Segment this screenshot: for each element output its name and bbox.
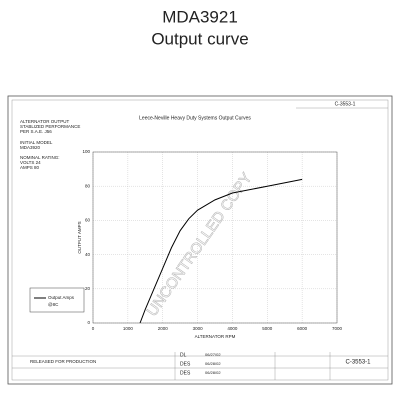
- chart-title: Leece-Neville Heavy Duty Systems Output …: [139, 115, 251, 121]
- page-title: MDA3921: [162, 7, 238, 26]
- x-tick-label: 0: [92, 326, 95, 331]
- plot-frame: [92, 151, 338, 324]
- note: NOMINAL RATING:: [20, 155, 60, 160]
- x-tick-label: 6000: [297, 326, 308, 331]
- legend: [29, 287, 85, 313]
- note: PER S.A.E. J56: [20, 129, 52, 134]
- role: DES: [180, 370, 191, 376]
- note: ALTERNATOR OUTPUT: [20, 119, 70, 124]
- date: 06/28/02: [205, 370, 221, 375]
- y-axis-label: OUTPUT AMPS: [77, 221, 82, 253]
- x-tick-label: 5000: [262, 326, 273, 331]
- role: DL: [180, 352, 187, 358]
- note: MDA3920: [20, 145, 41, 150]
- note: INITIAL MODEL: [20, 140, 53, 145]
- note: AMPS 80: [20, 165, 40, 170]
- role: DES: [180, 361, 191, 367]
- note: STABLIZED PERFORMANCE: [20, 124, 80, 129]
- x-axis-label: ALTERNATOR RPM: [195, 334, 236, 339]
- series-line: [139, 178, 303, 324]
- date: 06/28/02: [205, 361, 221, 366]
- drawing-frame: [7, 95, 393, 385]
- x-tick-label: 4000: [227, 326, 238, 331]
- drawing-number: C-3553-1: [335, 101, 356, 107]
- y-tick-label: 100: [82, 149, 90, 154]
- page-subtitle: Output curve: [151, 29, 248, 48]
- note: VOLTS 24: [20, 160, 41, 165]
- x-tick-label: 1000: [123, 326, 134, 331]
- x-tick-label: 7000: [332, 326, 343, 331]
- y-tick-label: 20: [85, 286, 91, 291]
- drawing-number: C-3553-1: [345, 360, 371, 366]
- legend-note: @8C: [48, 302, 59, 307]
- x-tick-label: 2000: [158, 326, 169, 331]
- release-note: RELEASED FOR PRODUCTION: [30, 359, 96, 364]
- inner-frame: [11, 99, 389, 381]
- date: 06/27/02: [205, 352, 221, 357]
- x-tick-label: 3000: [193, 326, 204, 331]
- y-tick-label: 80: [85, 183, 91, 188]
- y-tick-label: 40: [85, 252, 91, 257]
- legend-label: Output Amps: [48, 295, 75, 300]
- y-tick-label: 0: [87, 320, 90, 325]
- y-tick-label: 60: [85, 218, 91, 223]
